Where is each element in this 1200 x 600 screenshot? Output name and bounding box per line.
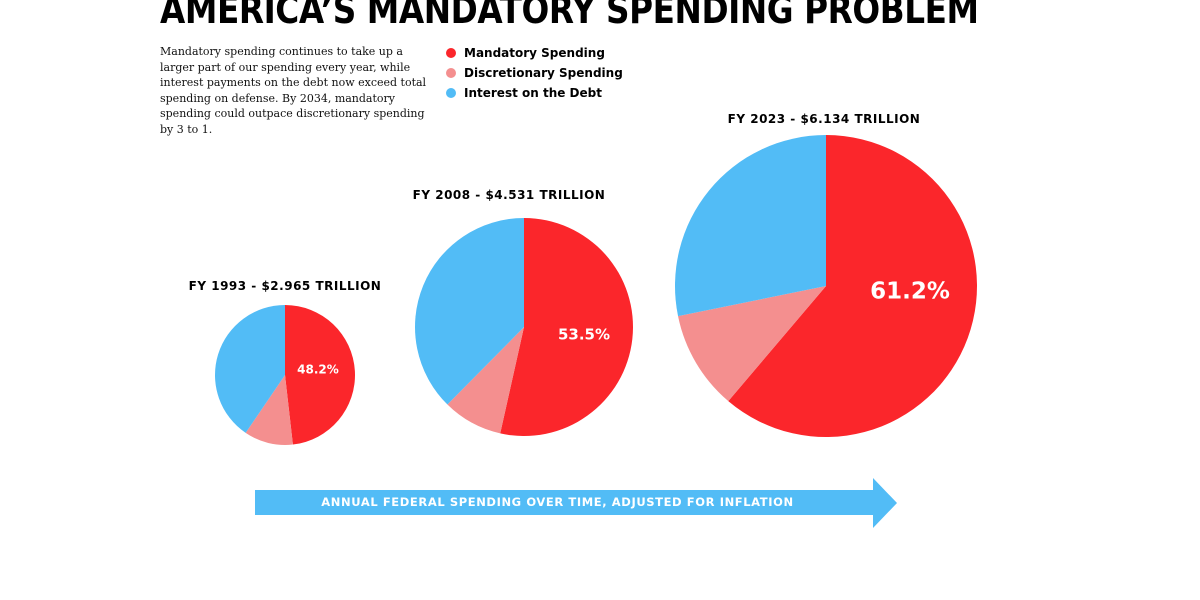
legend-label-mandatory: Mandatory Spending [464, 46, 605, 60]
pie-slice-discretionary-0 [245, 375, 293, 445]
pie-slice-mandatory-2 [728, 135, 977, 437]
legend-item-mandatory: Mandatory Spending [446, 43, 623, 63]
timeline-arrow [255, 478, 897, 528]
pie-slice-interest-1 [415, 218, 524, 405]
legend: Mandatory Spending Discretionary Spendin… [446, 43, 623, 103]
pie-slice-mandatory-0 [285, 305, 355, 445]
pie-title-1993: FY 1993 - $2.965 TRILLION [188, 279, 382, 293]
pie-title-2023: FY 2023 - $6.134 TRILLION [727, 112, 921, 126]
pie-slice-discretionary-1 [447, 327, 524, 434]
legend-swatch-interest [446, 88, 456, 98]
legend-swatch-discretionary [446, 68, 456, 78]
legend-item-interest: Interest on the Debt [446, 83, 623, 103]
timeline-arrow-shape [255, 478, 897, 528]
pie-data-label-2: 61.2% [870, 279, 950, 305]
pie-data-label-0: 48.2% [297, 363, 339, 377]
pie-data-label-1: 53.5% [558, 326, 610, 344]
pie-title-2008: FY 2008 - $4.531 TRILLION [412, 188, 606, 202]
legend-item-discretionary: Discretionary Spending [446, 63, 623, 83]
arrow-caption: ANNUAL FEDERAL SPENDING OVER TIME, ADJUS… [321, 495, 794, 509]
legend-swatch-mandatory [446, 48, 456, 58]
pie-slice-interest-0 [215, 305, 285, 433]
legend-label-discretionary: Discretionary Spending [464, 66, 623, 80]
page-title: AMERICA’S MANDATORY SPENDING PROBLEM [160, 0, 979, 32]
legend-label-interest: Interest on the Debt [464, 86, 602, 100]
pie-slice-interest-2 [675, 135, 826, 317]
pie-slice-mandatory-1 [500, 218, 633, 436]
description-text: Mandatory spending continues to take up … [160, 45, 427, 136]
pie-slice-discretionary-2 [678, 286, 826, 402]
